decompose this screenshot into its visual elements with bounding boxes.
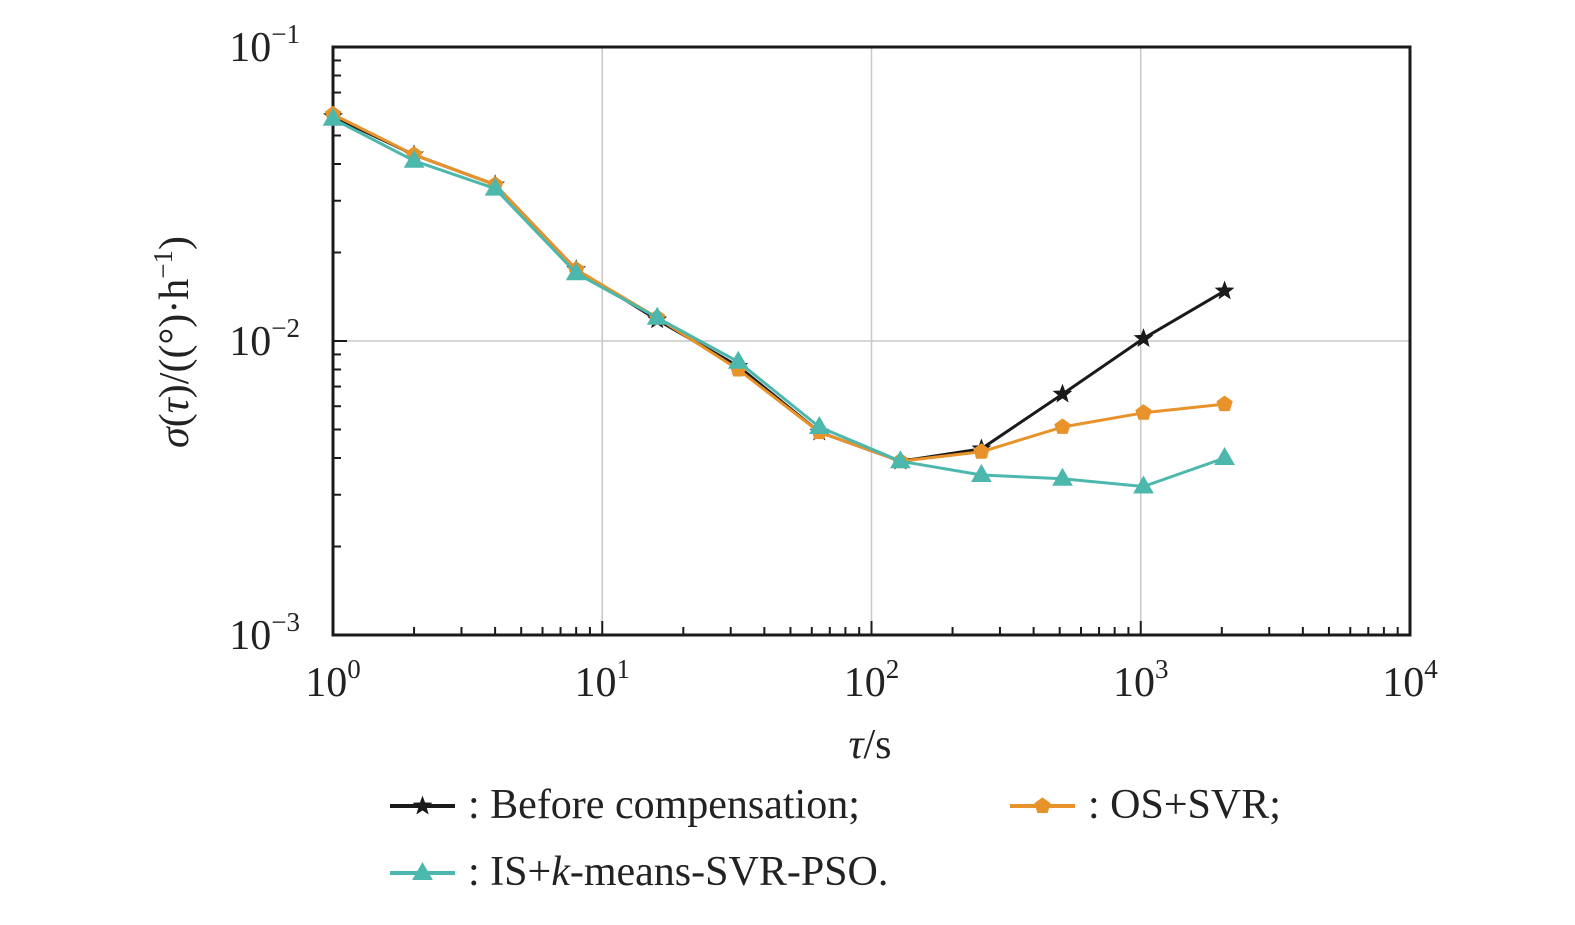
data-point bbox=[1052, 467, 1073, 486]
data-point bbox=[1214, 446, 1235, 465]
y-tick-label: 10−3 bbox=[229, 607, 300, 659]
legend-marker bbox=[412, 795, 433, 815]
legend-marker bbox=[1034, 797, 1051, 813]
series-line bbox=[332, 113, 1225, 463]
legend: : Before compensation; : OS+SVR; : IS+k-me… bbox=[390, 782, 1281, 895]
y-axis-label: σ(τ)/((°)·h−1) bbox=[148, 236, 198, 448]
series-line bbox=[332, 115, 1226, 463]
x-tick-labels: 100 101 102 103 104 bbox=[305, 654, 1438, 706]
data-point bbox=[1216, 395, 1233, 412]
legend-label: : Before compensation; bbox=[468, 782, 860, 828]
x-tick-label: 104 bbox=[1382, 654, 1438, 706]
plot-area bbox=[331, 45, 1412, 637]
legend-marker bbox=[412, 861, 433, 880]
axis-ticks bbox=[332, 59, 1399, 636]
y-tick-labels: 10−1 10−2 10−3 bbox=[229, 19, 300, 659]
data-point bbox=[322, 107, 344, 126]
legend-label: : OS+SVR; bbox=[1088, 782, 1281, 828]
legend-label: : IS+k-means-SVR-PSO. bbox=[468, 849, 888, 895]
data-series bbox=[322, 105, 1235, 494]
data-point bbox=[484, 177, 506, 196]
y-tick-label: 10−1 bbox=[229, 19, 300, 71]
data-point bbox=[1133, 475, 1154, 494]
x-tick-label: 101 bbox=[575, 654, 631, 706]
x-tick-label: 102 bbox=[844, 654, 900, 706]
y-tick-label: 10−2 bbox=[229, 313, 300, 365]
data-point bbox=[973, 443, 990, 459]
x-axis-label: τ/s bbox=[848, 722, 891, 768]
data-point bbox=[890, 450, 911, 469]
data-point bbox=[646, 306, 668, 325]
grid-lines bbox=[333, 47, 1410, 635]
data-point bbox=[727, 350, 749, 369]
series-line bbox=[332, 117, 1226, 488]
series-1 bbox=[324, 105, 1233, 469]
data-point bbox=[565, 262, 587, 281]
data-point bbox=[1052, 383, 1073, 403]
x-tick-label: 100 bbox=[305, 654, 361, 706]
series-2 bbox=[322, 107, 1235, 494]
data-point bbox=[808, 415, 830, 434]
x-tick-label: 103 bbox=[1113, 654, 1169, 706]
data-point bbox=[1133, 328, 1154, 347]
legend-entry: : OS+SVR; bbox=[1010, 782, 1281, 828]
data-point bbox=[1214, 280, 1235, 300]
data-point bbox=[971, 464, 992, 482]
data-point bbox=[1135, 404, 1152, 420]
series-0 bbox=[323, 106, 1235, 470]
data-point bbox=[1054, 418, 1071, 434]
legend-entry: : Before compensation; bbox=[390, 782, 860, 828]
data-point bbox=[403, 149, 425, 168]
legend-entry: : IS+k-means-SVR-PSO. bbox=[390, 849, 888, 895]
